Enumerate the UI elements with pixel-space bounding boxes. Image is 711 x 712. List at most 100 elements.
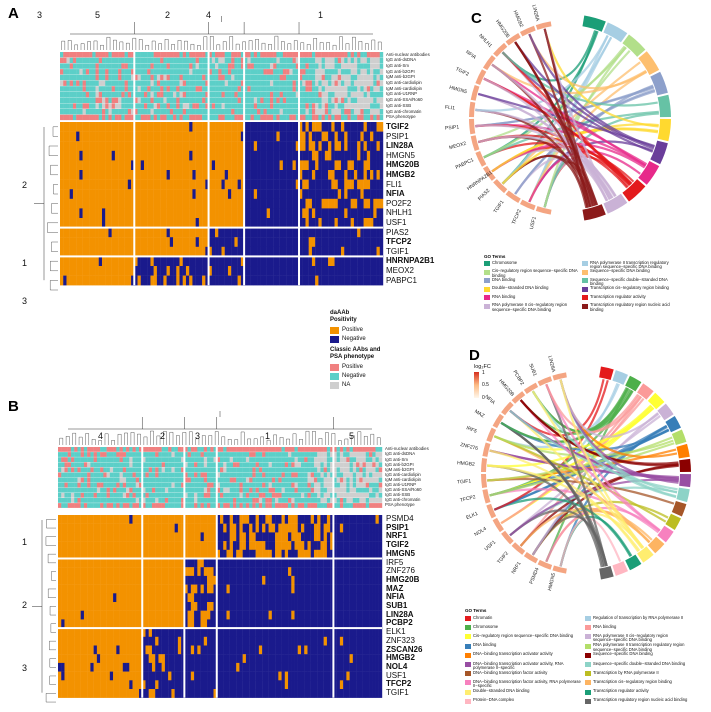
heatmap-cell bbox=[231, 150, 235, 161]
annotation-cell bbox=[95, 74, 99, 81]
annotation-cell bbox=[163, 57, 167, 64]
annotation-cell bbox=[80, 447, 85, 452]
heatmap-cell bbox=[227, 141, 232, 151]
heatmap-cell bbox=[89, 256, 93, 267]
annotation-cell bbox=[372, 492, 376, 498]
annotation-cell bbox=[156, 69, 161, 75]
heatmap-cell bbox=[297, 567, 302, 577]
annotation-cell bbox=[161, 452, 166, 457]
annotation-cell bbox=[111, 97, 116, 103]
heatmap-cell bbox=[336, 532, 341, 542]
heatmap-cell bbox=[231, 141, 235, 151]
annotation-cell bbox=[205, 103, 209, 109]
annotation-cell bbox=[79, 57, 83, 64]
heatmap-cell bbox=[174, 558, 179, 568]
annotation-cell bbox=[139, 457, 143, 462]
heatmap-cell bbox=[305, 218, 309, 228]
heatmap-cell bbox=[331, 198, 335, 209]
annotation-cell bbox=[166, 86, 171, 92]
annotation-cell bbox=[292, 57, 296, 64]
annotation-cell bbox=[286, 91, 290, 98]
annotation-cell bbox=[244, 114, 248, 121]
annotation-cell bbox=[292, 97, 296, 103]
annotation-cell bbox=[375, 467, 379, 473]
annotation-cell bbox=[155, 452, 159, 457]
heatmap-cell bbox=[321, 198, 326, 209]
heatmap-cell bbox=[324, 246, 329, 257]
annotation-cell bbox=[271, 467, 276, 473]
annotation-cell bbox=[299, 114, 303, 121]
heatmap-cell bbox=[352, 541, 357, 550]
heatmap-cell bbox=[60, 141, 64, 151]
annotation-cell bbox=[205, 63, 209, 69]
heatmap-cell bbox=[276, 198, 280, 209]
heatmap-cell bbox=[60, 170, 64, 180]
annotation-cell bbox=[263, 97, 267, 103]
heatmap-cell bbox=[189, 198, 193, 209]
heatmap-cell bbox=[121, 218, 125, 228]
annotation-cell bbox=[58, 503, 62, 508]
annotation-cell bbox=[150, 103, 154, 109]
heatmap-cell bbox=[341, 237, 345, 247]
annotation-cell bbox=[64, 487, 68, 493]
heatmap-cell bbox=[185, 275, 190, 286]
heatmap-cell bbox=[307, 567, 311, 577]
annotation-cell bbox=[337, 91, 342, 98]
annotation-cell bbox=[375, 487, 379, 493]
annotation-cell bbox=[331, 52, 335, 58]
heatmap-cell bbox=[142, 549, 146, 559]
heatmap-cell bbox=[83, 523, 88, 533]
heatmap-cell bbox=[108, 218, 112, 228]
annotation-cell bbox=[299, 86, 303, 92]
heatmap-cell bbox=[164, 515, 169, 524]
heatmap-cell bbox=[311, 150, 316, 161]
heatmap-cell bbox=[173, 131, 177, 142]
dendrogram-branch bbox=[169, 432, 174, 445]
heatmap-cell bbox=[292, 160, 296, 171]
heatmap-cell bbox=[98, 160, 103, 171]
annotation-cell bbox=[271, 503, 276, 508]
heatmap-cell bbox=[333, 558, 337, 568]
annotation-cell bbox=[224, 114, 229, 121]
annotation-cell bbox=[258, 452, 263, 457]
annotation-cell bbox=[103, 467, 107, 473]
heatmap-cell bbox=[211, 237, 216, 247]
annotation-cell bbox=[284, 457, 289, 462]
heatmap-cell bbox=[279, 237, 284, 247]
annotation-cell bbox=[284, 487, 289, 493]
heatmap-cell bbox=[72, 266, 77, 276]
annotation-cell bbox=[346, 452, 350, 457]
heatmap-cell bbox=[179, 131, 183, 142]
annotation-cell bbox=[85, 114, 90, 121]
heatmap-cell bbox=[198, 179, 203, 190]
heatmap-cell bbox=[121, 208, 125, 219]
heatmap-cell bbox=[63, 141, 67, 151]
heatmap-cell bbox=[200, 532, 204, 542]
annotation-cell bbox=[118, 91, 122, 98]
annotation-cell bbox=[260, 103, 264, 109]
heatmap-cell bbox=[213, 541, 217, 550]
dendrogram-branch bbox=[47, 222, 58, 233]
annotation-cell bbox=[229, 498, 234, 503]
annotation-cell bbox=[139, 503, 143, 508]
annotation-cell bbox=[273, 91, 277, 98]
annotation-cell bbox=[171, 492, 175, 498]
heatmap-cell bbox=[161, 515, 166, 524]
annotation-cell bbox=[373, 57, 377, 64]
annotation-cell bbox=[221, 114, 225, 121]
annotation-cell bbox=[98, 97, 103, 103]
annotation-cell bbox=[289, 57, 293, 64]
heatmap-cell bbox=[192, 256, 196, 267]
heatmap-cell bbox=[207, 515, 211, 524]
heatmap-cell bbox=[127, 208, 132, 219]
heatmap-cell bbox=[168, 515, 172, 524]
heatmap-cell bbox=[79, 218, 83, 228]
heatmap-cell bbox=[317, 515, 321, 524]
annotation-cell bbox=[87, 498, 91, 503]
annotation-cell bbox=[317, 467, 321, 473]
annotation-cell bbox=[156, 97, 161, 103]
dendrogram-branch bbox=[319, 42, 324, 50]
annotation-cell bbox=[169, 103, 174, 109]
heatmap-cell bbox=[352, 567, 357, 577]
heatmap-cell bbox=[349, 558, 354, 568]
